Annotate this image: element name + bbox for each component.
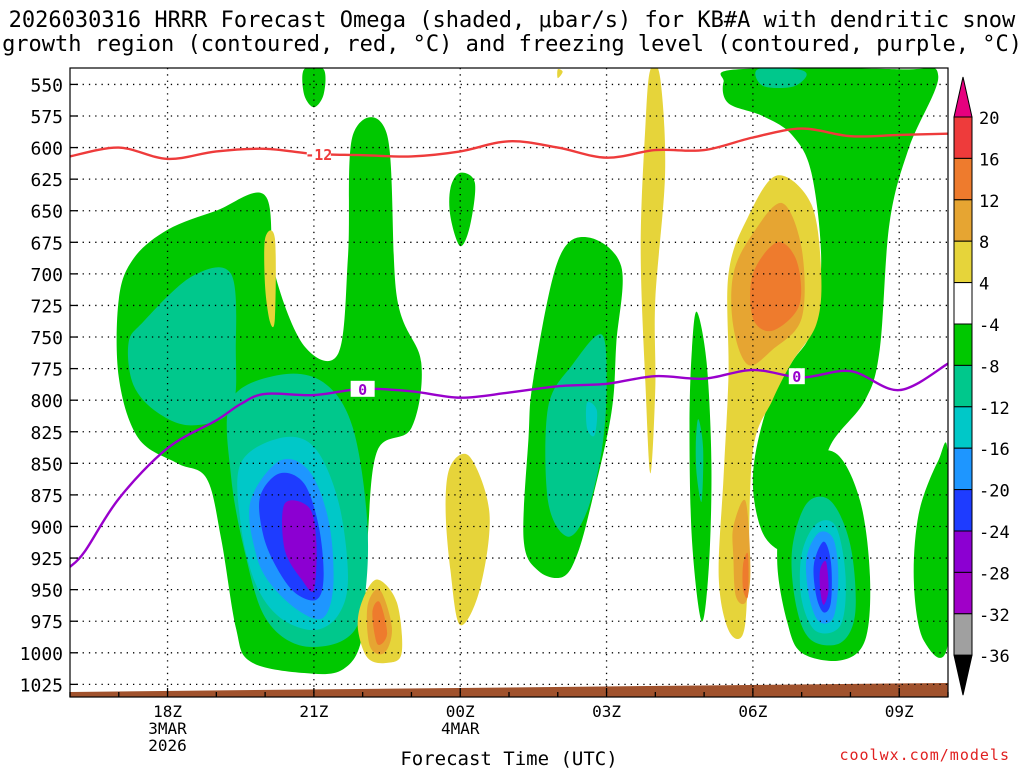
y-tick-label: 700 xyxy=(30,265,63,286)
colorbar-swatch-9 xyxy=(953,489,973,532)
y-tick-label: 925 xyxy=(30,549,63,570)
omega-region-34 xyxy=(372,601,388,645)
colorbar-label: -24 xyxy=(979,523,1010,543)
omega-region-15 xyxy=(585,401,598,437)
colorbar-label: 12 xyxy=(979,192,999,212)
omega-region-8 xyxy=(127,267,237,426)
colorbar-label: -12 xyxy=(979,399,1010,419)
terrain-band xyxy=(70,682,948,697)
omega-region-13 xyxy=(695,419,704,502)
x-tick-label: 09Z xyxy=(885,702,914,721)
y-tick-label: 900 xyxy=(30,517,63,538)
omega-region-21 xyxy=(282,500,317,592)
credit-text: coolwx.com/models xyxy=(839,746,1010,764)
colorbar-swatch-12 xyxy=(953,613,973,656)
x-tick-label: 00Z xyxy=(446,702,475,721)
colorbar-label: -8 xyxy=(979,357,999,377)
y-tick-label: 975 xyxy=(30,612,63,633)
y-tick-label: 625 xyxy=(30,170,63,191)
colorbar-label: -20 xyxy=(979,482,1010,502)
y-tick-label: 825 xyxy=(30,423,63,444)
colorbar-swatch-1 xyxy=(953,157,973,201)
contours: -12 0 0 xyxy=(70,127,948,568)
dgz_contour-label-bg xyxy=(306,146,331,163)
freezing_level-label-bg xyxy=(350,380,375,397)
omega-shading xyxy=(116,68,948,675)
colorbar-label: -16 xyxy=(979,440,1010,460)
colorbar-swatch-5 xyxy=(953,323,973,366)
colorbar-label: 20 xyxy=(979,109,999,129)
omega-region-28 xyxy=(557,68,563,79)
x-tick-label: 06Z xyxy=(738,702,767,721)
freezing-level-label-2: 0 xyxy=(792,368,801,386)
y-tick-label: 1000 xyxy=(20,644,63,665)
x-tick-label: 3MAR xyxy=(148,719,187,738)
colorbar-swatch-8 xyxy=(953,447,973,491)
colorbar-label: 8 xyxy=(979,233,989,253)
colorbar-label: 16 xyxy=(979,150,999,170)
y-tick-label: 550 xyxy=(30,75,63,96)
y-tick-label: 950 xyxy=(30,581,63,602)
omega-region-2 xyxy=(449,172,476,247)
gridlines xyxy=(70,68,948,697)
colorbar-swatch-2 xyxy=(953,199,973,242)
y-tick-label: 800 xyxy=(30,391,63,412)
freezing_level-line xyxy=(70,362,948,568)
dgz_contour-label: -12 xyxy=(305,146,332,164)
x-tick-label: 4MAR xyxy=(441,719,480,738)
chart-title-line-1: 2026030316 HRRR Forecast Omega (shaded, … xyxy=(8,8,1016,33)
colorbar-swatch-0 xyxy=(953,116,973,159)
x-tick-label: 21Z xyxy=(299,702,328,721)
colorbar-top-arrow xyxy=(953,76,973,118)
colorbar-swatch-3 xyxy=(953,240,973,284)
omega-region-33 xyxy=(742,552,749,599)
y-tick-label: 775 xyxy=(30,360,63,381)
colorbar-label: -28 xyxy=(979,564,1010,584)
colorbar: 20 16 12 8 4 -4 -8 -12 -16 -20 -24 -28 -32 -36 xyxy=(953,76,1010,696)
omega-region-4 xyxy=(720,68,939,552)
colorbar-label: -36 xyxy=(979,647,1010,667)
omega-region-7 xyxy=(913,442,948,658)
omega-region-32 xyxy=(750,242,802,332)
colorbar-swatch-6 xyxy=(953,364,973,408)
terrain xyxy=(70,682,948,697)
colorbar-label: -4 xyxy=(979,316,999,336)
dgz_contour-line xyxy=(70,127,948,161)
x-axis-label: Forecast Time (UTC) xyxy=(400,748,617,768)
omega-region-12 xyxy=(755,68,807,89)
y-axis: 550 575 600 625 650 675 700 725 750 775 800 825 850 8… xyxy=(20,75,78,696)
y-tick-label: 850 xyxy=(30,454,63,475)
omega-region-22 xyxy=(819,560,829,605)
y-tick-label: 675 xyxy=(30,233,63,254)
omega-region-1 xyxy=(302,68,326,108)
colorbar-swatch-10 xyxy=(953,530,973,573)
colorbar-label: -32 xyxy=(979,606,1010,626)
colorbar-swatch-4 xyxy=(953,282,973,325)
omega-region-23 xyxy=(264,230,276,328)
x-tick-label: 03Z xyxy=(592,702,621,721)
omega-region-24 xyxy=(640,68,666,474)
y-tick-label: 875 xyxy=(30,486,63,507)
x-tick-label: 2026 xyxy=(148,736,187,755)
y-tick-label: 725 xyxy=(30,296,63,317)
y-tick-label: 1025 xyxy=(20,675,63,696)
y-tick-label: 600 xyxy=(30,139,63,160)
colorbar-swatch-7 xyxy=(953,406,973,449)
omega-region-25 xyxy=(445,453,490,626)
y-tick-label: 575 xyxy=(30,107,63,128)
freezing_level-label: 0 xyxy=(358,381,367,399)
freezing-level-label-bg-2 xyxy=(788,368,805,385)
colorbar-label: 4 xyxy=(979,275,989,295)
y-tick-label: 750 xyxy=(30,328,63,349)
colorbar-bottom-arrow xyxy=(953,654,973,696)
x-tick-label: 18Z xyxy=(153,702,182,721)
y-tick-label: 650 xyxy=(30,202,63,223)
colorbar-swatch-11 xyxy=(953,571,973,615)
chart-title-line-2: growth region (contoured, red, °C) and f… xyxy=(2,32,1022,57)
